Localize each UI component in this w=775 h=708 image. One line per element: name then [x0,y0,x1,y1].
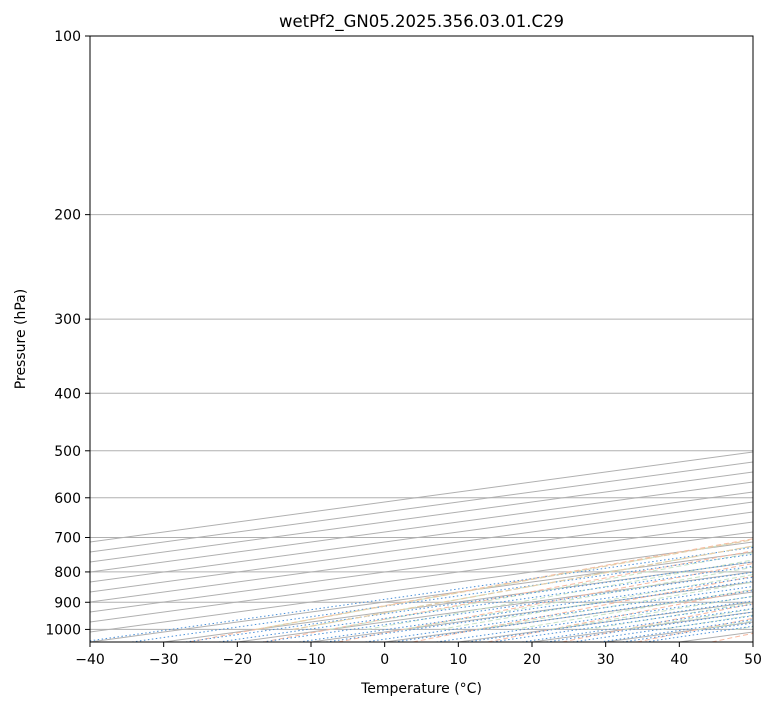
y-tick-label: 600 [54,491,81,507]
isotherm-line [90,491,753,583]
y-tick-label: 700 [54,531,81,547]
moist-adiabat-line [477,581,753,630]
x-tick-label: 20 [523,652,541,668]
isotherm-line [90,451,753,543]
y-tick-label: 800 [54,565,81,581]
y-tick-label: 100 [54,29,81,45]
x-tick-label: −30 [149,652,179,668]
y-tick-label: 300 [54,312,81,328]
isotherm-line [90,501,753,593]
y-tick-label: 1000 [45,622,81,638]
dry-adiabat-line [263,550,753,642]
y-tick-label: 400 [54,386,81,402]
x-tick-label: −20 [223,652,253,668]
dry-adiabat-line [487,589,753,642]
mixing-ratio-line [436,595,753,642]
isotherm-line [90,511,753,603]
background-lines [90,36,753,642]
y-tick-label: 900 [54,595,81,611]
isotherm-line [90,481,753,573]
mixing-ratio-line [522,608,753,642]
plot-frame [89,35,754,643]
y-axis: 100 200 300 400 500 600 700 800 900 1000 [45,29,90,638]
chart-title: wetPf2_GN05.2025.356.03.01.C29 [279,12,564,32]
mixing-ratio-line [546,611,753,642]
dry-adiabat-line [338,562,753,642]
isotherm-line [90,531,753,623]
x-tick-label: 40 [670,652,688,668]
mixing-ratio-line [90,546,753,642]
x-axis-label: Temperature (°C) [360,681,482,697]
x-tick-label: −10 [296,652,326,668]
isotherm-line [90,521,753,613]
x-axis: −40 −30 −20 −10 0 10 20 30 40 50 [75,642,762,668]
y-axis-label: Pressure (hPa) [13,289,29,389]
x-tick-label: 30 [597,652,615,668]
y-tick-label: 200 [54,208,81,224]
isotherm-line [90,471,753,563]
y-tick-label: 500 [54,444,81,460]
x-tick-label: −40 [75,652,105,668]
moist-adiabat-line [366,559,753,630]
mixing-ratio-line [131,553,753,642]
isotherm-line [90,461,753,553]
x-tick-label: 50 [744,652,762,668]
mixing-ratio-line [492,603,753,642]
x-tick-label: 10 [449,652,467,668]
x-tick-label: 0 [380,652,389,668]
mixing-ratio-line [467,600,753,642]
